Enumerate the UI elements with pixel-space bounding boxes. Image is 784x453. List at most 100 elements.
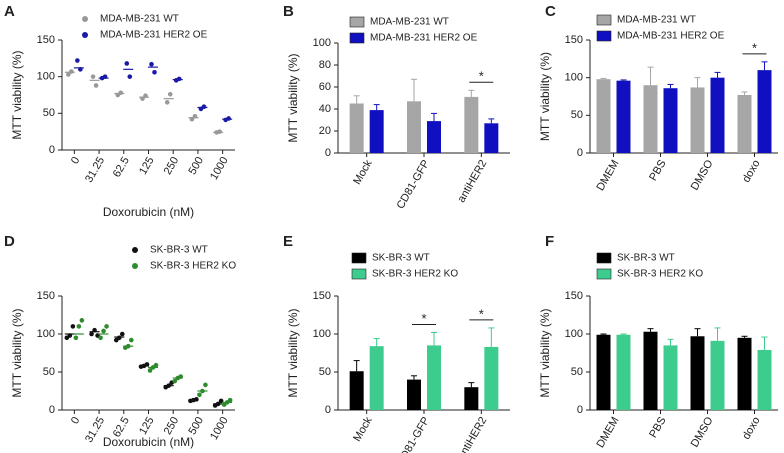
dot	[66, 72, 71, 77]
x-tick-label: 125	[137, 415, 157, 437]
significance-label: *	[421, 311, 426, 326]
legend-marker	[351, 268, 367, 280]
y-tick-label: 50	[571, 366, 583, 378]
y-tick-label: 150	[37, 290, 55, 302]
dot	[104, 324, 109, 329]
y-axis-label: MTT viability (%)	[538, 308, 552, 397]
x-tick-label: 500	[186, 415, 206, 437]
y-tick-label: 150	[565, 34, 583, 46]
panel-letter: F	[545, 233, 554, 250]
y-tick-label: 60	[319, 81, 331, 93]
bar	[484, 346, 499, 410]
x-tick-label: 1000	[208, 155, 231, 182]
bar	[616, 334, 631, 410]
dot	[90, 74, 96, 79]
y-tick-label: 20	[319, 125, 331, 137]
legend-label: MDA-MB-231 HER2 OE	[100, 30, 208, 41]
y-tick-label: 0	[49, 404, 55, 416]
bar	[464, 387, 479, 410]
legend-marker	[596, 30, 612, 42]
bar	[369, 110, 384, 153]
x-tick-label: PBS	[647, 415, 668, 440]
x-tick-label: doxo	[740, 415, 762, 442]
dot	[172, 378, 178, 384]
dot	[226, 116, 231, 121]
bar	[484, 123, 499, 153]
panel-letter: C	[545, 3, 556, 20]
x-tick-label: Mock	[351, 158, 375, 187]
y-axis-label: MTT viability (%)	[10, 308, 24, 397]
y-tick-label: 80	[319, 59, 331, 71]
dot	[116, 335, 122, 341]
y-tick-label: 100	[313, 37, 331, 49]
dot	[149, 61, 154, 67]
bar	[427, 121, 441, 153]
dot	[76, 324, 82, 329]
dot	[124, 61, 130, 66]
dot	[118, 90, 124, 96]
dot	[119, 331, 125, 337]
dot	[75, 58, 80, 63]
dot	[101, 328, 106, 334]
x-tick-label: 31.25	[83, 155, 107, 185]
x-tick-label: DMSO	[689, 158, 716, 193]
legend-label: SK-BR-3 HER2 KO	[617, 269, 703, 280]
dot	[127, 74, 133, 79]
x-tick-label: CD81-GFP	[395, 415, 433, 453]
dot	[176, 76, 182, 82]
dot	[197, 392, 202, 398]
legend-label: SK-BR-3 WT	[617, 253, 675, 264]
legend-label: MDA-MB-231 HER2 OE	[617, 31, 725, 42]
y-tick-label: 0	[325, 147, 331, 159]
x-tick-label: Mock	[351, 415, 375, 444]
x-tick-label: doxo	[740, 158, 762, 185]
legend-marker	[349, 32, 365, 44]
dot	[201, 104, 207, 110]
y-tick-label: 100	[313, 328, 331, 340]
panel-letter: B	[283, 3, 294, 20]
bar	[690, 87, 705, 153]
y-tick-label: 40	[319, 103, 331, 115]
x-tick-label: antiHER2	[456, 158, 490, 205]
dot	[93, 83, 99, 88]
x-tick-label: 62.5	[111, 155, 132, 180]
legend-marker	[132, 263, 138, 269]
bar	[464, 96, 479, 153]
y-tick-label: 100	[565, 328, 583, 340]
y-tick-label: 0	[49, 144, 55, 156]
legend-marker	[596, 14, 612, 26]
dot	[153, 362, 159, 368]
x-axis-label: Doxorubicin (nM)	[103, 205, 194, 219]
legend-label: SK-BR-3 WT	[372, 253, 430, 264]
legend-label: SK-BR-3 HER2 KO	[150, 261, 236, 272]
bar	[737, 337, 752, 410]
legend-marker	[349, 16, 365, 28]
bar	[643, 331, 658, 410]
dot	[98, 335, 103, 341]
bar	[710, 340, 725, 410]
bar	[663, 88, 678, 153]
bar	[757, 70, 772, 153]
x-axis-label: Doxorubicin (nM)	[103, 435, 194, 449]
dot	[89, 331, 94, 337]
y-tick-label: 150	[313, 290, 331, 302]
y-axis-label: MTT viability (%)	[286, 308, 300, 397]
y-tick-label: 150	[37, 34, 55, 46]
x-tick-label: 500	[186, 155, 206, 177]
legend-label: MDA-MB-231 HER2 OE	[370, 33, 478, 44]
legend-label: SK-BR-3 HER2 KO	[372, 269, 458, 280]
x-tick-label: 1000	[208, 415, 231, 442]
x-tick-label: 250	[162, 415, 182, 437]
legend-marker	[596, 268, 612, 280]
x-tick-label: 0	[69, 415, 82, 426]
y-tick-label: 100	[37, 328, 55, 340]
panel-letter: D	[4, 233, 15, 250]
x-tick-label: 250	[162, 155, 182, 177]
bar	[349, 103, 364, 153]
x-tick-label: antiHER2	[456, 415, 490, 453]
dot	[79, 318, 85, 323]
dot	[69, 69, 74, 74]
legend-marker	[596, 252, 612, 264]
x-tick-label: DMEM	[594, 415, 621, 450]
